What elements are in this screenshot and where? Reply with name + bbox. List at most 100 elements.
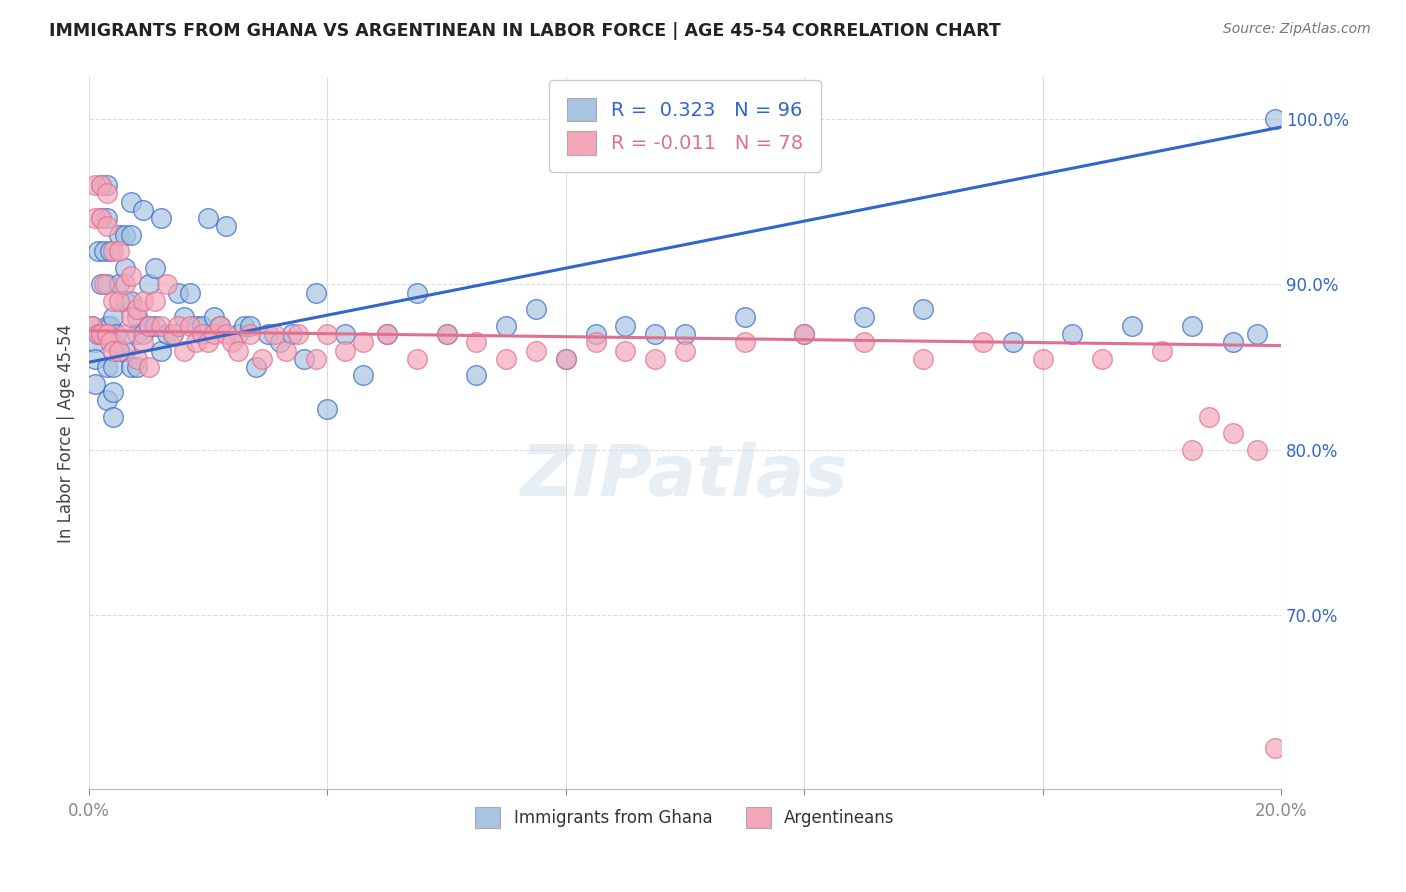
Point: [465, 368, 488, 383]
Point: [80, 318, 103, 333]
Point: [84, 351, 107, 366]
Point: [101, 360, 124, 375]
Point: [120, 293, 142, 308]
Point: [436, 326, 458, 341]
Point: [202, 310, 225, 325]
Point: [280, 326, 302, 341]
Point: [226, 326, 249, 341]
Point: [1264, 740, 1286, 755]
Point: [1264, 112, 1286, 126]
Point: [93, 277, 115, 292]
Point: [215, 326, 238, 341]
Point: [614, 343, 637, 358]
Point: [1121, 318, 1143, 333]
Point: [114, 227, 136, 242]
Point: [179, 285, 201, 300]
Point: [96, 178, 118, 192]
Point: [585, 326, 607, 341]
Point: [96, 211, 118, 226]
Point: [197, 335, 219, 350]
Point: [1222, 335, 1244, 350]
Point: [155, 326, 177, 341]
Point: [436, 326, 458, 341]
Point: [1222, 426, 1244, 441]
Point: [143, 318, 166, 333]
Point: [114, 326, 136, 341]
Legend: Immigrants from Ghana, Argentineans: Immigrants from Ghana, Argentineans: [468, 801, 901, 834]
Point: [197, 211, 219, 226]
Point: [96, 277, 118, 292]
Point: [1062, 326, 1084, 341]
Point: [173, 310, 195, 325]
Point: [202, 326, 225, 341]
Point: [375, 326, 398, 341]
Point: [465, 335, 488, 350]
Point: [179, 318, 201, 333]
Point: [852, 335, 875, 350]
Point: [269, 335, 291, 350]
Point: [143, 260, 166, 275]
Point: [912, 302, 935, 317]
Y-axis label: In Labor Force | Age 45-54: In Labor Force | Age 45-54: [58, 324, 75, 543]
Point: [125, 310, 148, 325]
Point: [120, 360, 142, 375]
Point: [125, 360, 148, 375]
Point: [186, 335, 208, 350]
Point: [149, 343, 172, 358]
Point: [257, 326, 280, 341]
Point: [93, 244, 115, 259]
Point: [138, 318, 160, 333]
Text: Source: ZipAtlas.com: Source: ZipAtlas.com: [1223, 22, 1371, 37]
Point: [101, 293, 124, 308]
Point: [101, 343, 124, 358]
Point: [644, 326, 666, 341]
Point: [1246, 442, 1268, 457]
Point: [335, 326, 357, 341]
Point: [1180, 442, 1202, 457]
Point: [90, 211, 112, 226]
Point: [98, 318, 121, 333]
Point: [245, 360, 267, 375]
Point: [90, 178, 112, 192]
Point: [149, 318, 172, 333]
Point: [143, 293, 166, 308]
Point: [614, 318, 637, 333]
Point: [1198, 409, 1220, 424]
Point: [239, 318, 262, 333]
Point: [125, 326, 148, 341]
Point: [304, 285, 326, 300]
Point: [287, 326, 309, 341]
Point: [554, 351, 576, 366]
Point: [90, 326, 112, 341]
Point: [167, 285, 190, 300]
Point: [101, 335, 124, 350]
Point: [316, 401, 339, 416]
Point: [90, 326, 112, 341]
Point: [87, 326, 110, 341]
Point: [131, 202, 153, 217]
Point: [108, 227, 131, 242]
Point: [101, 384, 124, 399]
Point: [98, 335, 121, 350]
Point: [852, 310, 875, 325]
Point: [138, 318, 160, 333]
Point: [554, 351, 576, 366]
Point: [84, 335, 107, 350]
Point: [108, 293, 131, 308]
Point: [101, 310, 124, 325]
Point: [173, 343, 195, 358]
Point: [96, 360, 118, 375]
Point: [131, 293, 153, 308]
Point: [101, 409, 124, 424]
Point: [673, 343, 696, 358]
Point: [138, 277, 160, 292]
Point: [149, 211, 172, 226]
Point: [191, 326, 214, 341]
Point: [524, 302, 547, 317]
Point: [120, 194, 142, 209]
Point: [84, 211, 107, 226]
Point: [1091, 351, 1114, 366]
Point: [644, 351, 666, 366]
Point: [912, 351, 935, 366]
Point: [96, 318, 118, 333]
